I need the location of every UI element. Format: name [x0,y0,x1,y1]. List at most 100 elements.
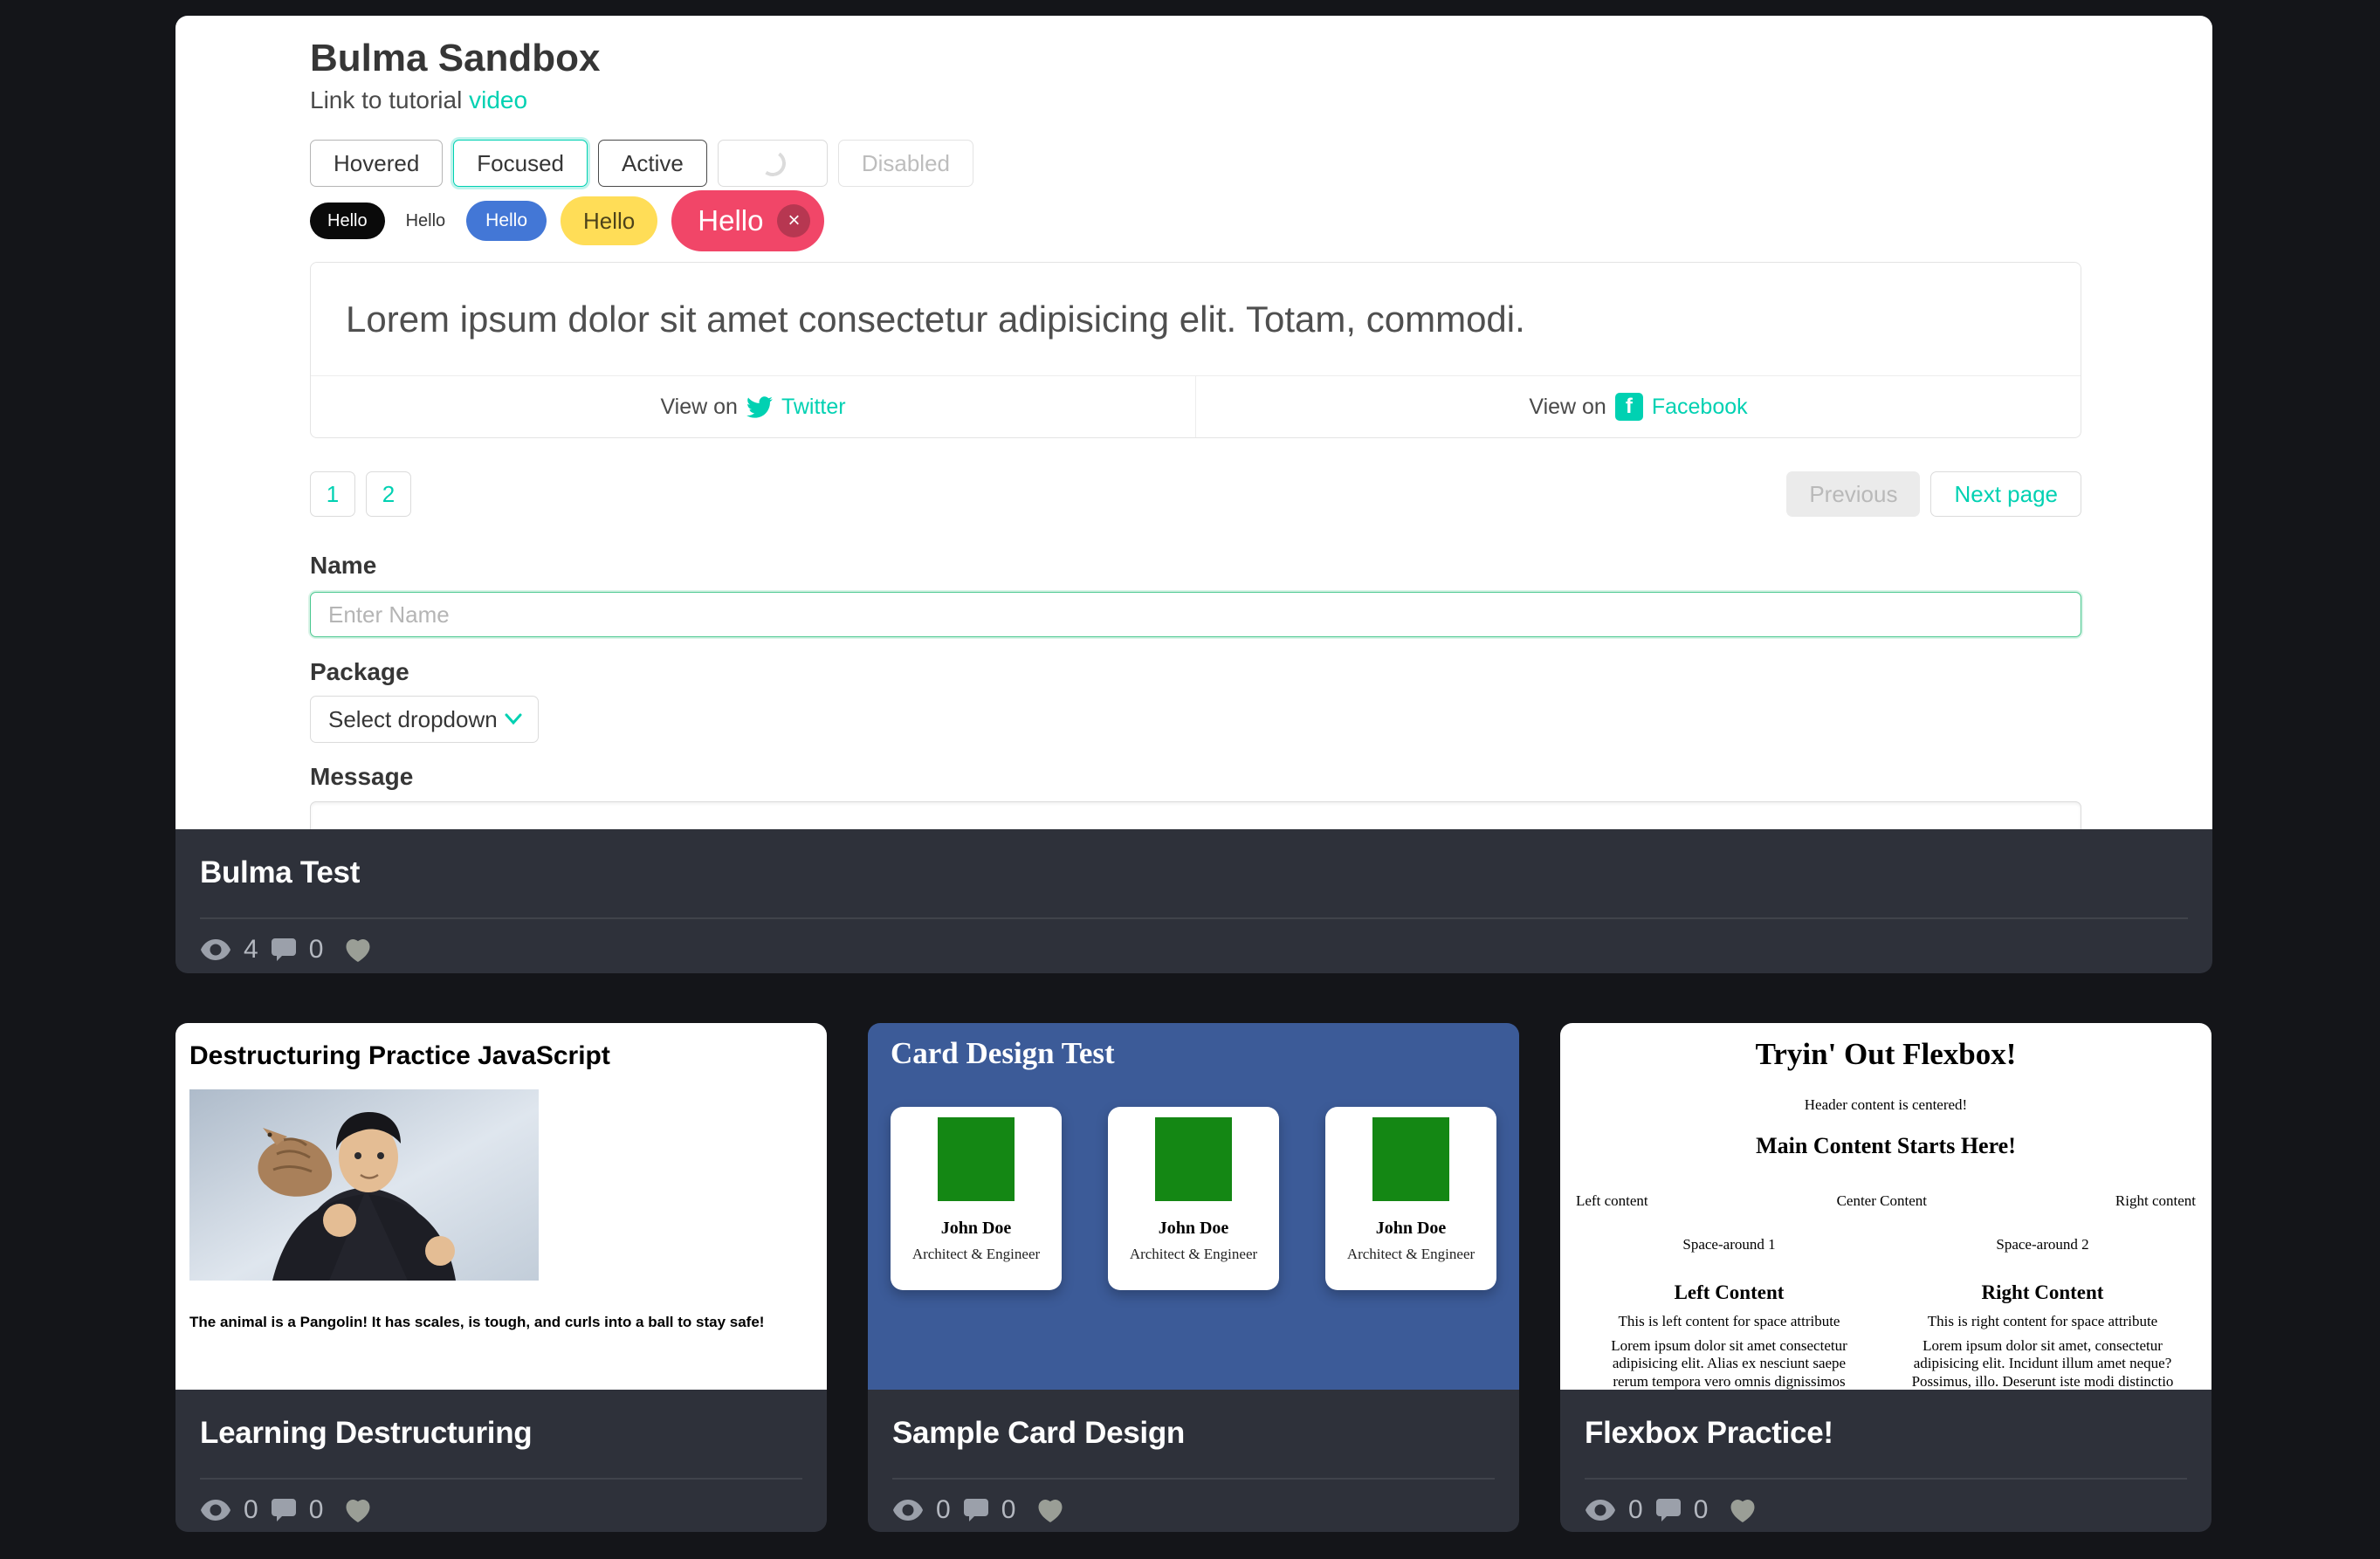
pen3-space-between-row: Left content Center Content Right conten… [1572,1192,2199,1210]
close-icon[interactable]: × [777,204,811,237]
pagination-page-2[interactable]: 2 [366,471,411,517]
pangolin-jackie-photo [189,1089,539,1281]
loading-button[interactable] [717,140,828,187]
view-on-facebook-link[interactable]: View on f Facebook [1195,376,2081,437]
pen-title[interactable]: Bulma Test [200,855,361,889]
tag-row: Hello Hello Hello Hello Hello × [310,190,2081,251]
pen-card-sample-card-design: Card Design Test John Doe Architect & En… [868,1023,1519,1532]
profile-name: John Doe [1375,1219,1447,1238]
chevron-down-icon [505,713,522,725]
pen3-header-note: Header content is centered! [1804,1096,1968,1113]
pen3-main-heading: Main Content Starts Here! [1756,1133,2016,1158]
pen-stats: 4 0 [200,935,2188,965]
comments-count: 0 [1693,1495,1709,1524]
views-count: 0 [244,1495,258,1524]
tag-plain: Hello [398,203,453,239]
package-select[interactable]: Select dropdown [310,696,539,743]
name-input[interactable] [310,592,2081,637]
spinner-icon [757,148,788,179]
pen-footer-flexbox-practice: Flexbox Practice! 0 0 [1560,1390,2211,1532]
profile-card-row: John Doe Architect & Engineer John Doe A… [891,1107,1496,1290]
profile-role: Architect & Engineer [1346,1246,1475,1262]
pen-preview-destructuring: Destructuring Practice JavaScript [175,1023,827,1390]
profile-card: John Doe Architect & Engineer [1108,1107,1279,1290]
heart-icon[interactable] [1036,1498,1064,1523]
profile-photo-placeholder [1155,1117,1232,1201]
space-around-1: Space-around 1 [1682,1236,1776,1253]
heart-icon[interactable] [344,937,372,963]
twitter-icon [746,395,773,418]
page-title: Bulma Sandbox [310,37,601,79]
focused-button[interactable]: Focused [453,140,588,187]
space-around-2: Space-around 2 [1996,1236,2089,1253]
views-count: 0 [1628,1495,1643,1524]
name-label: Name [310,552,377,579]
tag-pink: Hello × [671,190,825,251]
pen-stats: 0 0 [892,1495,1495,1525]
pen-title[interactable]: Learning Destructuring [200,1416,533,1450]
right-column-sub: This is right content for space attribut… [1927,1313,2158,1329]
pen2-heading: Card Design Test [891,1036,1115,1070]
profile-name: John Doe [940,1219,1012,1238]
pen-preview-bulma-sandbox: Bulma Sandbox Link to tutorial video Hov… [175,16,2212,829]
profile-role: Architect & Engineer [911,1246,1041,1262]
comment-icon [271,937,297,963]
message-textarea[interactable] [310,801,2081,829]
pen-preview-flexbox: Tryin' Out Flexbox! Header content is ce… [1560,1023,2211,1390]
pen-card-flexbox-practice: Tryin' Out Flexbox! Header content is ce… [1560,1023,2211,1532]
eye-icon [200,1499,231,1521]
pen-footer-sample-card-design: Sample Card Design 0 0 [868,1390,1519,1532]
subtitle-text: Link to tutorial [310,86,470,113]
comments-count: 0 [1001,1495,1016,1524]
center-content-label: Center Content [1836,1192,1927,1209]
footer-divider [892,1478,1495,1480]
heart-icon[interactable] [344,1498,372,1523]
disabled-button: Disabled [837,140,973,187]
facebook-icon: f [1614,393,1643,421]
profile-photo-placeholder [938,1117,1015,1201]
tutorial-video-link[interactable]: video [469,86,528,113]
left-column-sub: This is left content for space attribute [1618,1313,1840,1329]
tag-blue: Hello [466,201,547,241]
footer-divider [200,917,2188,919]
right-column-paragraph: Lorem ipsum dolor sit amet, consectetur … [1911,1337,2174,1390]
package-select-value: Select dropdown [328,705,498,732]
twitter-prefix: View on [660,394,738,419]
views-count: 0 [936,1495,951,1524]
pen-stats: 0 0 [200,1495,802,1525]
comments-count: 0 [308,1495,324,1524]
profile-role: Architect & Engineer [1129,1246,1258,1262]
pen3-heading: Tryin' Out Flexbox! [1755,1037,2017,1071]
active-button[interactable]: Active [598,140,707,187]
comment-icon [1655,1497,1682,1523]
tag-pink-label: Hello [698,204,764,237]
profile-photo-placeholder [1372,1117,1449,1201]
button-row: Hovered Focused Active Disabled [310,140,2081,187]
message-label: Message [310,763,414,790]
heart-icon[interactable] [1729,1498,1757,1523]
message-card-text: Lorem ipsum dolor sit amet consectetur a… [346,298,1525,340]
footer-divider [200,1478,802,1480]
pen-title[interactable]: Flexbox Practice! [1585,1416,1833,1450]
pagination-page-1[interactable]: 1 [310,471,355,517]
pen-stats: 0 0 [1585,1495,2187,1525]
right-column-heading: Right Content [1981,1281,2104,1303]
pen-footer-learning-destructuring: Learning Destructuring 0 0 [175,1390,827,1532]
tag-yellow: Hello [561,196,658,245]
previous-button: Previous [1786,471,1921,517]
pen1-caption: The animal is a Pangolin! It has scales,… [189,1314,765,1330]
view-on-twitter-link[interactable]: View on Twitter [311,376,1195,437]
facebook-label: Facebook [1651,394,1748,419]
tag-black: Hello [310,203,385,239]
eye-icon [200,938,231,961]
pagination: 1 2 Previous Next page [310,471,2081,517]
right-content-label: Right content [2115,1192,2196,1209]
hovered-button[interactable]: Hovered [310,140,444,187]
comment-icon [271,1497,297,1523]
pen-title[interactable]: Sample Card Design [892,1416,1185,1450]
profile-name: John Doe [1158,1219,1229,1238]
eye-icon [1585,1499,1616,1521]
profile-card: John Doe Architect & Engineer [1325,1107,1496,1290]
pen-preview-card-design: Card Design Test John Doe Architect & En… [868,1023,1519,1390]
next-page-button[interactable]: Next page [1930,471,2081,517]
